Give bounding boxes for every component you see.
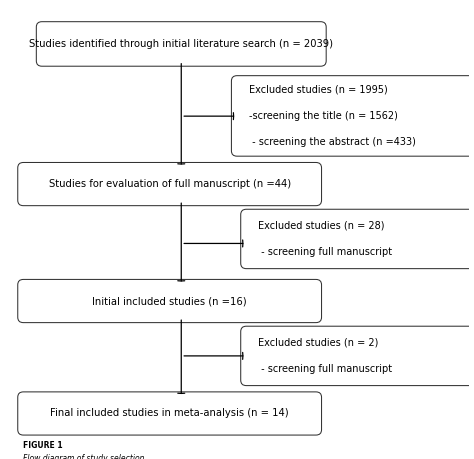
FancyBboxPatch shape bbox=[241, 326, 474, 386]
Text: Final included studies in meta-analysis (n = 14): Final included studies in meta-analysis … bbox=[50, 409, 289, 419]
Text: Studies for evaluation of full manuscript (n =44): Studies for evaluation of full manuscrip… bbox=[48, 179, 291, 189]
Text: Flow diagram of study selection.: Flow diagram of study selection. bbox=[23, 453, 147, 459]
FancyBboxPatch shape bbox=[18, 280, 321, 323]
Text: Initial included studies (n =16): Initial included studies (n =16) bbox=[92, 296, 247, 306]
FancyBboxPatch shape bbox=[36, 22, 326, 66]
Text: Excluded studies (n = 1995)

-screening the title (n = 1562)

 - screening the a: Excluded studies (n = 1995) -screening t… bbox=[248, 84, 416, 147]
Text: FIGURE 1: FIGURE 1 bbox=[23, 441, 63, 450]
Text: Excluded studies (n = 28)

 - screening full manuscript: Excluded studies (n = 28) - screening fu… bbox=[258, 221, 392, 257]
FancyBboxPatch shape bbox=[18, 162, 321, 206]
Text: Excluded studies (n = 2)

 - screening full manuscript: Excluded studies (n = 2) - screening ful… bbox=[258, 338, 392, 374]
FancyBboxPatch shape bbox=[231, 76, 474, 156]
FancyBboxPatch shape bbox=[241, 209, 474, 269]
FancyBboxPatch shape bbox=[18, 392, 321, 435]
Text: Studies identified through initial literature search (n = 2039): Studies identified through initial liter… bbox=[29, 39, 333, 49]
